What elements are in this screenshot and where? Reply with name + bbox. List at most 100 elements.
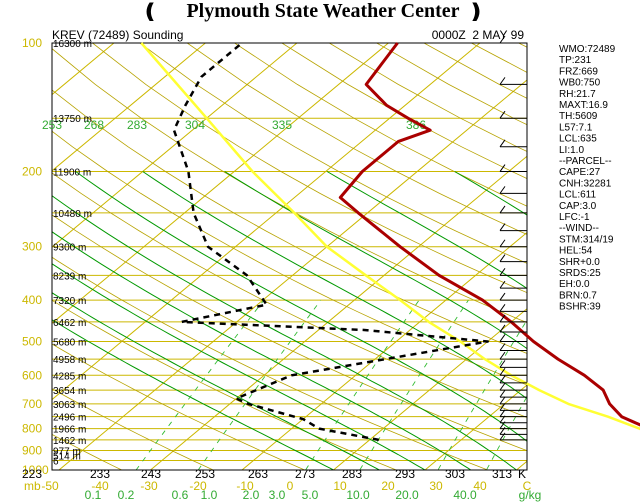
celsius-label: -50 — [41, 479, 59, 493]
moist-adiabat — [52, 195, 517, 470]
wind-barb-flag — [499, 367, 506, 376]
station-header: KREV (72489) Sounding 0000Z 2 MAY 99 — [52, 28, 524, 42]
celsius-label: 30 — [429, 479, 443, 493]
wind-barb-flag — [499, 314, 506, 323]
pressure-label: 100 — [22, 36, 42, 50]
index-entry: STM:314/19 — [559, 234, 614, 245]
mixing-ratio-label: 10.0 — [346, 488, 370, 502]
index-entry: WB0:750 — [559, 78, 601, 89]
mixing-ratio-label: 5.0 — [302, 488, 319, 502]
wind-barb-flag — [499, 186, 506, 194]
wind-barb-flag — [499, 35, 506, 44]
moist-adiabat — [52, 231, 472, 470]
mixing-ratio-label: g/kg — [519, 488, 542, 502]
kelvin-label: 303 — [445, 467, 465, 481]
index-entry: CAP:3.0 — [559, 201, 597, 212]
dry-adiabat — [52, 433, 123, 470]
mixing-ratio-label: 0.1 — [85, 488, 102, 502]
dry-adiabat — [92, 43, 527, 294]
kelvin-label: 233 — [90, 467, 110, 481]
height-labels: 16300 m 13750 m 11900 m 10480 m 9300 m 8239 m… — [53, 39, 92, 467]
celsius-label: -10 — [236, 479, 254, 493]
isotherm-line — [52, 43, 389, 324]
mixing-ratio-label: 20.0 — [395, 488, 419, 502]
moist-adiabat — [224, 171, 527, 350]
mixing-ratio-line — [485, 395, 527, 470]
wind-barb-flag — [499, 351, 506, 360]
mixing-ratio-label: 3.0 — [269, 488, 286, 502]
height-label: 1966 m — [53, 425, 86, 436]
height-label: 1462 m — [53, 436, 86, 447]
index-entry: RH:21.7 — [559, 89, 596, 100]
wind-barb-flag — [499, 139, 506, 148]
height-label: 3063 m — [53, 400, 86, 411]
celsius-label: C — [523, 479, 532, 493]
index-entry: MAXT:16.9 — [559, 100, 608, 111]
wind-barb-flag — [499, 77, 506, 85]
mixing-ratio-label: 2.0 — [243, 488, 260, 502]
wind-barb-flag — [499, 223, 506, 231]
mixing-ratio-line — [359, 299, 469, 470]
plot-frame — [51, 42, 528, 471]
dry-adiabat — [52, 256, 489, 470]
title-band: ❪ Plymouth State Weather Center ❫ — [142, 0, 485, 23]
wind-barb-flag — [499, 334, 506, 342]
wind-barb-flag — [499, 375, 506, 384]
dry-adiabat — [139, 43, 527, 264]
wind-barb-flag — [499, 304, 506, 312]
wind-barb-flag — [499, 343, 506, 351]
mixing-ratio-label: 40.0 — [453, 488, 477, 502]
index-entry: BSHR:39 — [559, 302, 601, 313]
moist-adiabat — [142, 171, 527, 400]
mixing-ratio-line — [135, 299, 265, 470]
dry-adiabat — [186, 43, 527, 235]
kelvin-label: 243 — [141, 467, 161, 481]
wind-barb-flag — [499, 421, 506, 429]
celsius-label: 0 — [287, 479, 294, 493]
right-banner-glyph: ❫ — [468, 1, 485, 23]
height-label: 977 m — [53, 446, 81, 457]
mixing-ratio-line — [546, 300, 640, 479]
height-label: 3654 m — [53, 386, 86, 397]
pressure-label: 800 — [22, 422, 42, 436]
mixing-ratio-label: 0.2 — [118, 488, 135, 502]
theta-label: 268 — [84, 118, 104, 132]
kelvin-label: 313 — [492, 467, 512, 481]
index-entry: L57:7.1 — [559, 122, 593, 133]
pressure-label: 1000 — [22, 463, 49, 477]
index-entry: SHR+0.0 — [559, 257, 600, 268]
wind-barb-flag — [499, 239, 506, 248]
wind-barb-flag — [499, 409, 506, 417]
height-label: 514 m — [53, 452, 81, 463]
indices-panel: WMO:72489TP:231FRZ:669WB0:750RH:21.7MAXT… — [559, 44, 616, 313]
height-label: 9300 m — [53, 243, 86, 254]
mixing-ratio-label: 1.0 — [201, 488, 218, 502]
wind-barb-flag — [499, 360, 506, 368]
dry-adiabat — [52, 48, 527, 324]
pressure-label: 900 — [22, 443, 42, 457]
wind-barb-flag — [499, 110, 506, 119]
wind-barb-flag — [499, 280, 506, 289]
isotherm-line — [52, 43, 206, 172]
celsius-label: -20 — [189, 479, 207, 493]
celsius-label: 40 — [473, 479, 487, 493]
index-entry: WMO:72489 — [559, 44, 616, 55]
wind-barb-flag — [499, 292, 506, 301]
celsius-label: 20 — [381, 479, 395, 493]
pressure-labels: 100 200 300 400 500 600 700 800 900 1000 — [22, 36, 49, 477]
isotherm-line — [241, 231, 527, 470]
height-label: 13750 m — [53, 114, 92, 125]
height-label: 5680 m — [53, 337, 86, 348]
wind-barbs — [499, 35, 527, 441]
theta-label: 304 — [185, 118, 205, 132]
wind-barb-flag — [499, 389, 506, 398]
dry-adiabat — [52, 130, 527, 386]
parcel-trace — [140, 42, 640, 431]
mixing-ratio-line — [197, 299, 322, 470]
isotherm-line — [333, 308, 527, 470]
dry-adiabat — [52, 89, 527, 354]
mixing-ratio-line — [305, 299, 420, 470]
wind-barb-flag — [499, 415, 506, 424]
mixing-ratio-label: 0.6 — [172, 488, 189, 502]
index-entry: BRN:0.7 — [559, 290, 597, 301]
